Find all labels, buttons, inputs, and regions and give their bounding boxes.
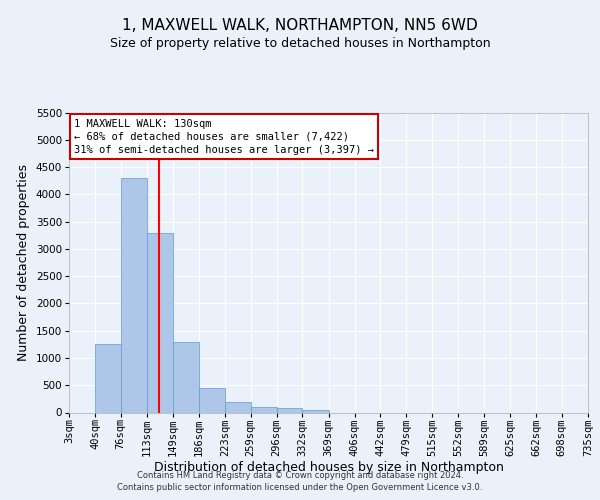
Text: 1, MAXWELL WALK, NORTHAMPTON, NN5 6WD: 1, MAXWELL WALK, NORTHAMPTON, NN5 6WD: [122, 18, 478, 32]
Text: Contains HM Land Registry data © Crown copyright and database right 2024.
Contai: Contains HM Land Registry data © Crown c…: [118, 471, 482, 492]
Bar: [199, 388, 225, 412]
Bar: [302, 410, 329, 412]
Bar: [173, 342, 199, 412]
Y-axis label: Number of detached properties: Number of detached properties: [17, 164, 30, 361]
Bar: [95, 344, 121, 412]
Text: Size of property relative to detached houses in Northampton: Size of property relative to detached ho…: [110, 38, 490, 51]
Bar: [147, 232, 173, 412]
Text: 1 MAXWELL WALK: 130sqm
← 68% of detached houses are smaller (7,422)
31% of semi-: 1 MAXWELL WALK: 130sqm ← 68% of detached…: [74, 118, 374, 155]
Bar: [121, 178, 147, 412]
X-axis label: Distribution of detached houses by size in Northampton: Distribution of detached houses by size …: [154, 461, 503, 474]
Bar: [225, 402, 251, 412]
Bar: [277, 408, 302, 412]
Bar: [251, 407, 277, 412]
